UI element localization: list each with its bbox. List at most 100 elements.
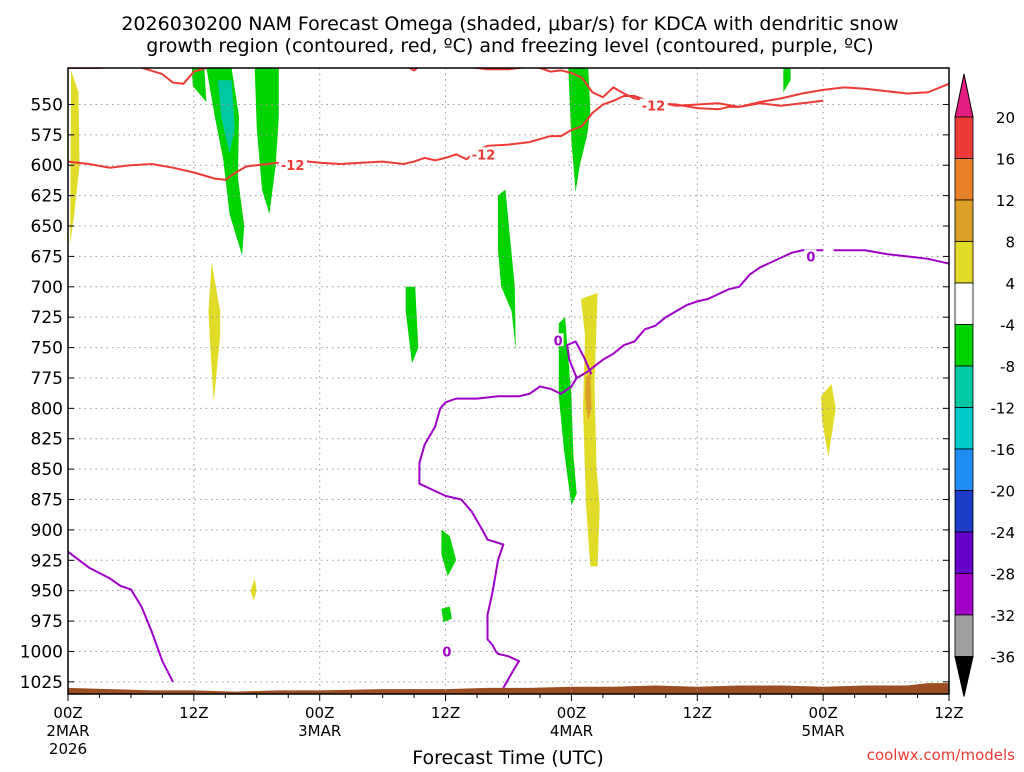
freezing-contour-loop (566, 340, 593, 379)
colorbar-label: -24 (991, 524, 1016, 542)
y-tick-label: 925 (31, 551, 63, 571)
grid-lines (68, 68, 949, 694)
y-tick-label: 1000 (20, 642, 63, 662)
colorbar-label: 4 (1005, 275, 1015, 293)
omega-region-16 (821, 384, 836, 457)
y-tick-label: 975 (31, 612, 63, 632)
y-tick-label: 750 (31, 339, 63, 359)
contour-group (68, 68, 949, 689)
colorbar-swatch (954, 116, 974, 159)
freezing-label-1-bg (551, 333, 564, 347)
colorbar-label: -4 (1000, 317, 1015, 335)
plot-frame (67, 67, 950, 695)
omega-region-15 (783, 68, 791, 93)
omega-region-14 (585, 371, 592, 421)
colorbar-swatch (954, 241, 974, 284)
x-tick-label: 00Z (808, 704, 837, 722)
dgz-label-3-bg (639, 98, 668, 112)
omega-region-9 (441, 529, 457, 577)
colorbar-swatch (954, 448, 974, 491)
x-tick-date: 3MAR (298, 722, 341, 740)
x-tick-label: 12Z (934, 704, 963, 722)
x-tick-label: 12Z (683, 704, 712, 722)
dgz-label-2: -12 (472, 148, 496, 163)
x-tick-label: 00Z (53, 704, 82, 722)
x-tick-year: 2026 (49, 740, 87, 758)
x-tick-label: 00Z (557, 704, 586, 722)
colorbar-label: -28 (991, 566, 1016, 584)
y-tick-label: 575 (31, 126, 63, 146)
freezing-contour-main (418, 249, 824, 689)
x-tick-label: 12Z (179, 704, 208, 722)
colorbar-label: 12 (996, 192, 1015, 210)
colorbar-swatch (954, 199, 974, 242)
colorbar-label: -36 (991, 649, 1016, 667)
omega-region-3 (218, 80, 235, 154)
y-tick-label: 825 (31, 430, 63, 450)
freezing-label-3-bg (804, 249, 817, 263)
x-tick-date: 2MAR (46, 722, 89, 740)
freezing-label-3: 0 (806, 250, 815, 265)
omega-region-13 (580, 292, 600, 567)
y-tick-label: 850 (31, 460, 63, 480)
omega-region-8 (498, 189, 516, 350)
colorbar-label: 16 (996, 151, 1015, 169)
freezing-label-1: 0 (554, 334, 563, 349)
colorbar-swatch (954, 282, 974, 325)
colorbar-label: -16 (991, 441, 1016, 459)
chart-title-line2: growth region (contoured, red, ºC) and f… (146, 35, 873, 57)
colorbar-swatch (954, 490, 974, 533)
contour-lines: -12 -12 -12 0 0 0 (68, 68, 949, 689)
freezing-contour-left (68, 551, 174, 683)
x-axis-title: Forecast Time (UTC) (412, 747, 603, 768)
colorbar-swatch (954, 407, 974, 450)
x-tick-date: 5MAR (802, 722, 845, 740)
y-tick-label: 900 (31, 521, 63, 541)
omega-region-11 (568, 68, 591, 192)
y-tick-label: 550 (31, 95, 63, 115)
colorbar-bottom-arrow (954, 656, 974, 697)
omega-region-2 (206, 68, 245, 256)
colorbar-swatch (954, 158, 974, 201)
colorbar-swatch (954, 324, 974, 367)
dgz-label-1: -12 (281, 159, 305, 174)
colorbar-label: -12 (991, 400, 1016, 418)
colorbar-swatch (954, 614, 974, 657)
omega-region-12 (558, 317, 577, 506)
omega-region-6 (250, 578, 257, 601)
y-tick-label: 725 (31, 308, 63, 328)
omega-region-0 (70, 70, 80, 245)
colorbar-label: 8 (1005, 234, 1015, 252)
omega-region-7 (405, 286, 419, 364)
y-tick-label: 650 (31, 217, 63, 237)
omega-region-4 (254, 68, 279, 214)
omega-region-10 (441, 606, 452, 623)
y-tick-label: 600 (31, 156, 63, 176)
y-axis: 550 575 600 625 650 675 700 725 750 775 800 825 850 8… (20, 95, 949, 693)
y-tick-label: 675 (31, 247, 63, 267)
dgz-contour-lower (68, 95, 824, 181)
colorbar-label: 20 (996, 109, 1015, 127)
dgz-label-2-bg (469, 147, 498, 161)
credit-link[interactable]: coolwx.com/models (867, 746, 1015, 764)
omega-region-5 (208, 262, 221, 403)
y-tick-label: 625 (31, 187, 63, 207)
dgz-label-3: -12 (642, 100, 666, 115)
colorbar-label: -32 (991, 607, 1016, 625)
x-tick-label: 00Z (305, 704, 334, 722)
dgz-label-1-bg (278, 158, 307, 172)
colorbar-swatch (954, 531, 974, 574)
freezing-label-2-bg (440, 644, 453, 658)
y-tick-label: 800 (31, 399, 63, 419)
omega-region-1 (191, 68, 207, 102)
y-tick-label: 700 (31, 278, 63, 298)
colorbar: 20 16 12 8 4 -4 -8 -12 -16 -20 -24 -28 -32 -36 (954, 73, 1016, 697)
colorbar-top-arrow (954, 73, 974, 118)
terrain-fill (68, 683, 949, 694)
dgz-contour-upper (68, 68, 949, 108)
chart-title-line1: 2026030200 NAM Forecast Omega (shaded, μ… (121, 13, 898, 35)
colorbar-label: -8 (1000, 358, 1015, 376)
colorbar-label: -20 (991, 483, 1016, 501)
